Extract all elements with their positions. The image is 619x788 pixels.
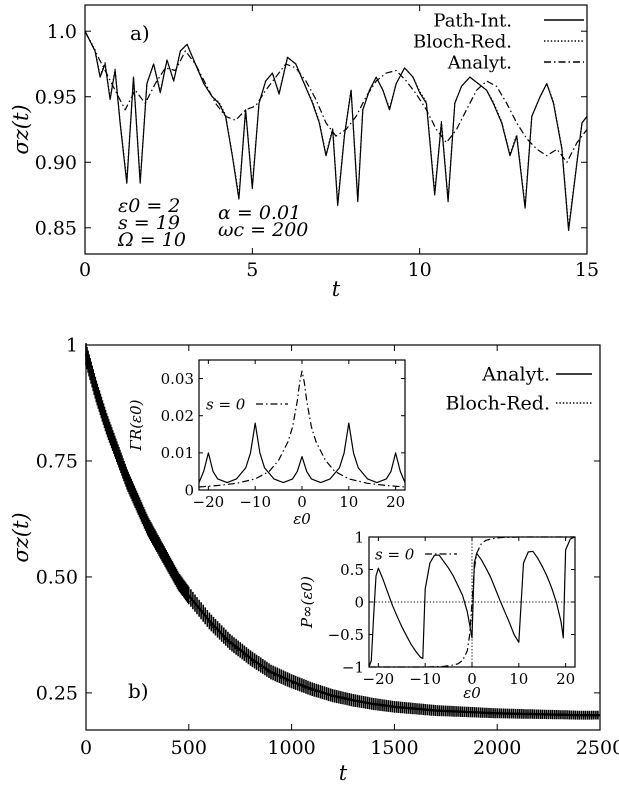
x-tick-label: 20 — [386, 493, 405, 511]
series-line-analyt — [84, 30, 588, 163]
parameter-annotation: ε0 = 2 — [118, 195, 180, 217]
x-tick-label: 15 — [575, 259, 599, 281]
legend-label: s = 0 — [206, 395, 246, 413]
y-tick-label: 0.75 — [36, 451, 78, 473]
x-tick-label: 20 — [556, 670, 575, 688]
legend-label: Bloch-Red. — [445, 393, 550, 415]
x-tick-label: 1000 — [267, 737, 315, 759]
y-tick-label: 0 — [354, 593, 364, 611]
legend-label: Analyt. — [481, 364, 550, 386]
y-tick-label: 0.50 — [36, 567, 78, 589]
parameter-annotation: Ω = 10 — [117, 229, 186, 251]
inset-background — [199, 360, 405, 490]
y-axis-label: P∞(ε0) — [298, 576, 316, 629]
series-fluctuation-band — [85, 343, 599, 720]
x-tick-label: 2500 — [576, 737, 619, 759]
inset-gamma-chart: −20 −10 0 10 20 0 0.01 0.02 0.03 ε0 ΓR(ε0) s = 0 — [127, 359, 406, 528]
x-tick-label: 1500 — [370, 737, 418, 759]
series-line-main — [198, 422, 406, 484]
y-tick-label: 0.90 — [35, 152, 77, 174]
series-line-main — [368, 536, 576, 668]
y-axis-label: σz(t) — [9, 512, 33, 562]
x-tick-label: 10 — [408, 259, 432, 281]
y-tick-label: 1.0 — [47, 21, 77, 43]
x-tick-label: 0 — [467, 670, 477, 688]
series-line-bloch-red — [84, 30, 588, 229]
parameter-annotation: ωc = 200 — [218, 219, 308, 241]
x-tick-label: 0 — [79, 259, 91, 281]
x-tick-label: 10 — [509, 670, 528, 688]
legend-label: Path-Int. — [433, 10, 512, 31]
plot-frame — [85, 344, 601, 731]
y-tick-label: 0 — [184, 481, 194, 499]
x-axis-label: t — [339, 761, 348, 785]
x-tick-label: 0 — [297, 493, 307, 511]
x-tick-label: −20 — [193, 493, 225, 511]
y-tick-label: 0.01 — [161, 444, 194, 462]
panel-a-chart: 0 5 10 15 0.85 0.90 0.95 1.0 t σz(t) a) Path-Int.Bl… — [9, 4, 599, 301]
parameter-annotation: s = 19 — [118, 212, 180, 234]
panel-label: b) — [128, 679, 149, 703]
y-tick-label: 1 — [354, 528, 364, 546]
y-tick-label: 0.02 — [161, 407, 194, 425]
legend-label: s = 0 — [375, 545, 415, 563]
y-tick-label: −0.5 — [328, 626, 364, 644]
y-tick-label: 1 — [66, 335, 78, 357]
x-tick-label: 5 — [246, 259, 258, 281]
x-axis-label: ε0 — [463, 684, 481, 702]
plot-frame — [84, 4, 588, 255]
panel-b-chart: 0 500 1000 1500 2000 25000.250.500.751tσz(t)b… — [9, 335, 619, 785]
legend-label: Analyt. — [447, 52, 512, 73]
parameter-annotation: α = 0.01 — [218, 202, 301, 224]
y-tick-label: 0.95 — [35, 86, 77, 108]
y-tick-label: 0.5 — [340, 561, 364, 579]
y-tick-label: 0.25 — [36, 683, 78, 705]
x-tick-label: 0 — [80, 737, 92, 759]
y-tick-label: −1 — [342, 658, 364, 676]
x-tick-label: 10 — [339, 493, 358, 511]
x-tick-label: 500 — [171, 737, 207, 759]
x-axis-label: ε0 — [293, 510, 311, 528]
x-tick-label: −20 — [363, 670, 395, 688]
x-tick-label: −10 — [239, 493, 271, 511]
series-line-s-0 — [198, 370, 406, 488]
y-tick-label: 0.03 — [161, 370, 194, 388]
inset-pinf-chart: −20 −10 0 10 20 −1 −0.5 0 0.5 1 ε0 P∞(ε0) s = 0 — [298, 528, 576, 702]
panel-label: a) — [130, 21, 150, 45]
y-axis-label: ΓR(ε0) — [127, 399, 145, 451]
x-tick-label: −10 — [409, 670, 441, 688]
x-axis-label: t — [332, 277, 341, 301]
y-tick-label: 0.85 — [35, 217, 77, 239]
x-tick-label: 2000 — [473, 737, 521, 759]
legend-label: Bloch-Red. — [413, 31, 512, 52]
y-axis-label: σz(t) — [9, 104, 33, 154]
